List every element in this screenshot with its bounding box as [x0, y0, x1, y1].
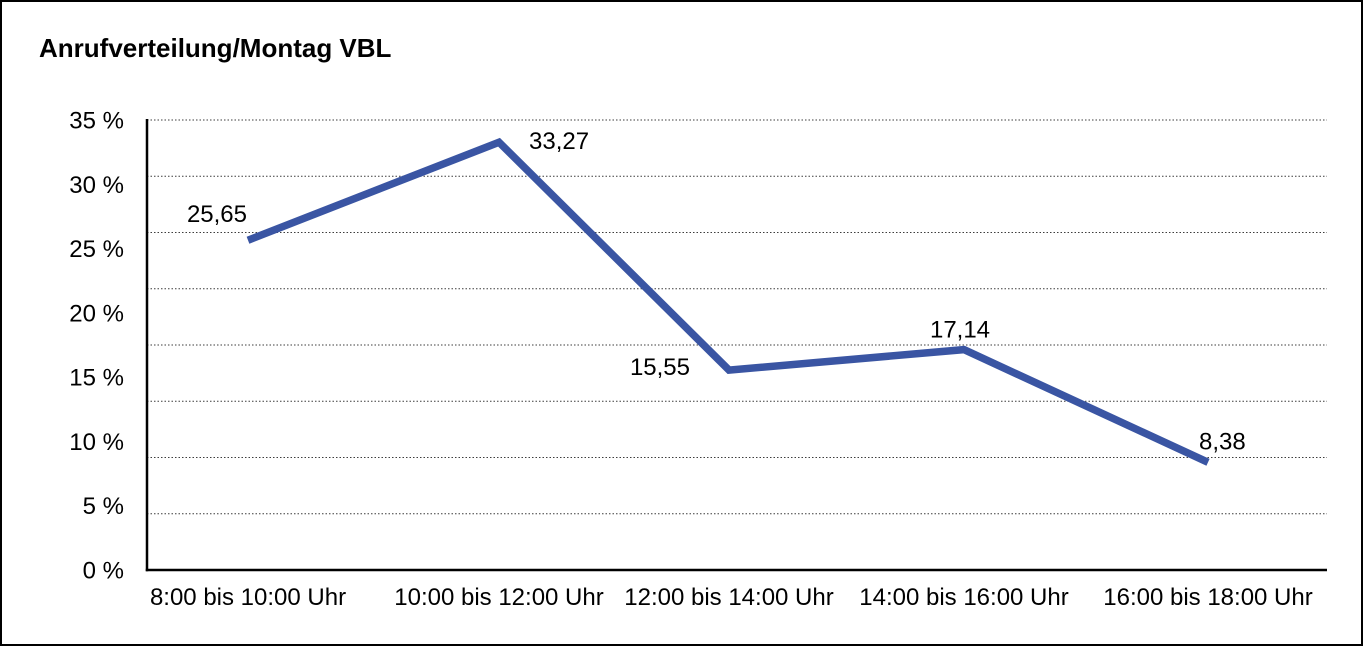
y-tick-label: 5 %	[83, 493, 124, 520]
y-tick-label: 0 %	[83, 558, 124, 585]
chart-title: Anrufverteilung/Montag VBL	[39, 33, 392, 63]
y-tick-label: 10 %	[69, 429, 124, 456]
y-tick-label: 15 %	[69, 365, 124, 392]
x-category-label: 12:00 bis 14:00 Uhr	[624, 584, 833, 611]
x-category-label: 14:00 bis 16:00 Uhr	[859, 584, 1068, 611]
x-category-label: 10:00 bis 12:00 Uhr	[394, 584, 603, 611]
x-category-label: 16:00 bis 18:00 Uhr	[1103, 584, 1312, 611]
data-label: 25,65	[187, 201, 247, 228]
y-tick-label: 20 %	[69, 300, 124, 327]
data-label: 8,38	[1199, 428, 1246, 455]
y-tick-label: 25 %	[69, 236, 124, 263]
data-label: 17,14	[930, 317, 990, 344]
data-label: 15,55	[630, 354, 690, 381]
x-category-label: 8:00 bis 10:00 Uhr	[150, 584, 346, 611]
series-line	[246, 137, 1210, 466]
data-label: 33,27	[529, 128, 589, 155]
y-tick-label: 30 %	[69, 172, 124, 199]
y-tick-label: 35 %	[69, 108, 124, 135]
